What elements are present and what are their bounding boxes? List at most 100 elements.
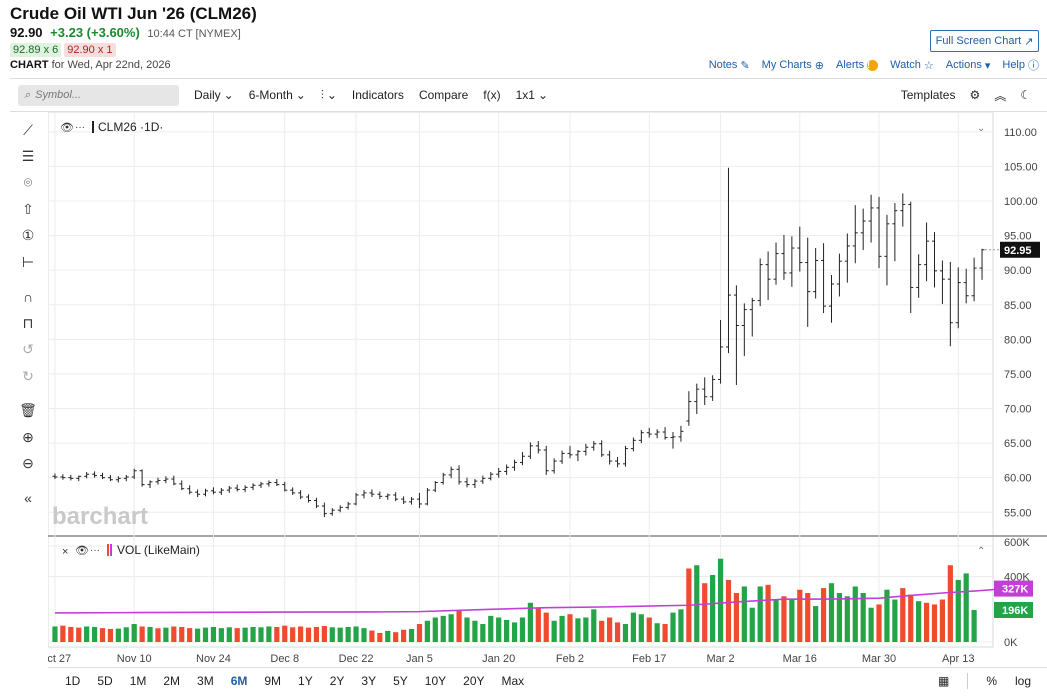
volume-pane-legend: × 👁 ··· VOL (LikeMain) (62, 543, 200, 558)
range-20y[interactable]: 20Y (463, 673, 485, 688)
range-5y[interactable]: 5Y (393, 673, 408, 688)
percent-toggle[interactable]: % (986, 673, 997, 688)
volume-bar (519, 617, 526, 642)
volume-average-badge: 327K (1002, 584, 1028, 596)
price-volume-chart[interactable]: 110.00 105.00 100.00 95.00 90.00 85.00 80.00 75… (39, 111, 1047, 667)
volume-bar (828, 583, 835, 642)
ohlc-bar (718, 319, 724, 384)
volume-bar (916, 601, 922, 642)
compare-button[interactable]: Compare (418, 88, 469, 102)
period-dropdown[interactable]: Daily ⌄ (194, 88, 234, 102)
full-screen-button[interactable]: Full Screen Chart ↗ (930, 30, 1039, 52)
search-icon: ⌕ (24, 88, 31, 101)
collapse-up-icon[interactable]: ︽ (994, 88, 1007, 103)
range-2y[interactable]: 2Y (329, 673, 345, 688)
lock-icon[interactable]: ⊓ (22, 314, 34, 331)
range-2m[interactable]: 2M (163, 673, 181, 688)
ohlc-bar (242, 485, 248, 493)
dark-mode-icon[interactable]: ☾ (1020, 88, 1031, 102)
range-1y[interactable]: 1Y (298, 673, 313, 688)
chevron-down-icon: ⌄ (537, 88, 549, 102)
notes-link[interactable]: Notes ✎ (709, 59, 750, 72)
range-3m[interactable]: 3M (197, 673, 214, 688)
time-tick-label: Dec 22 (339, 653, 374, 665)
range-dropdown[interactable]: 6-Month ⌄ (249, 88, 306, 102)
zoom-out-icon[interactable]: ⊖ (22, 454, 34, 471)
range-5d[interactable]: 5D (97, 673, 113, 688)
ohlc-bar (456, 465, 462, 485)
watch-link[interactable]: Watch ☆ (890, 59, 934, 72)
volume-bar (725, 579, 732, 642)
actions-label: Actions (945, 59, 982, 71)
chart-type-dropdown[interactable]: ⫶ ⌄ (321, 88, 337, 103)
volume-tick-label: 0K (1004, 637, 1018, 649)
ohlc-bar (963, 268, 969, 304)
volume-bar (171, 626, 177, 642)
log-toggle[interactable]: log (1014, 673, 1031, 688)
range-1d[interactable]: 1D (65, 673, 81, 688)
volume-bar (535, 607, 541, 642)
alerts-link[interactable]: Alerts! (836, 59, 879, 71)
ohlc-bar (266, 480, 272, 487)
ohlc-bar (947, 261, 953, 347)
price-tick-label: 110.00 (1004, 127, 1037, 139)
ohlc-bar (345, 501, 351, 510)
volume-bar (416, 624, 423, 642)
range-6m[interactable]: 6M (230, 673, 248, 688)
ohlc-bar (868, 194, 874, 243)
magnet-icon[interactable]: ∩ (22, 289, 34, 305)
ohlc-bar (725, 167, 731, 354)
help-label: Help (1002, 59, 1025, 71)
range-10y[interactable]: 10Y (424, 673, 447, 688)
redo-icon[interactable]: ↻ (22, 367, 34, 384)
shape-icon[interactable]: ⌾ (23, 173, 33, 190)
help-link[interactable]: Help ⓘ (1002, 57, 1039, 73)
series-color-swatch (110, 544, 112, 556)
volume-bar (749, 607, 755, 642)
measure-icon[interactable]: ⊢ (21, 253, 35, 270)
layout-dropdown[interactable]: 1x1 ⌄ (516, 88, 548, 102)
templates-button[interactable]: Templates (900, 88, 956, 102)
ohlc-bar (583, 443, 589, 456)
chart-area[interactable]: 110.00 105.00 100.00 95.00 90.00 85.00 80.00 75… (39, 111, 1047, 667)
volume-bar (194, 628, 201, 642)
collapse-icon[interactable]: « (24, 490, 32, 506)
ohlc-bar (361, 490, 367, 499)
calendar-icon[interactable]: ▦ (937, 673, 950, 688)
my-charts-link[interactable]: My Charts ⊕ (762, 59, 824, 72)
actions-menu[interactable]: Actions ▾ (946, 59, 991, 72)
symbol-search-input[interactable]: ⌕ Symbol... (18, 84, 179, 106)
ohlc-bar (599, 440, 605, 457)
time-tick-label: Mar 30 (862, 653, 896, 665)
range-9m[interactable]: 9M (264, 673, 282, 688)
volume-bar (385, 630, 391, 642)
trash-icon[interactable]: 🗑 (19, 401, 37, 418)
zoom-in-icon[interactable]: ⊕ (22, 428, 34, 445)
volume-bar (575, 618, 581, 642)
gear-icon[interactable]: ⚙ (969, 88, 981, 102)
ohlc-bar (670, 432, 676, 449)
volume-bar (868, 607, 874, 642)
ohlc-bar (931, 232, 937, 288)
range-1m[interactable]: 1M (129, 673, 147, 688)
ohlc-bar (337, 505, 343, 513)
info-circle-icon[interactable]: ① (21, 226, 35, 243)
range-3y[interactable]: 3Y (361, 673, 377, 688)
volume-bar (583, 617, 589, 642)
undo-icon[interactable]: ↺ (22, 340, 34, 357)
indicators-button[interactable]: Indicators (351, 88, 404, 102)
top-links: Notes ✎ My Charts ⊕ Alerts! Watch ☆ Actions… (709, 57, 1039, 73)
close-icon: × (62, 546, 68, 558)
line-tool-icon[interactable]: ⟋ (23, 121, 33, 138)
ohlc-bar (876, 196, 882, 269)
arrow-up-icon[interactable]: ⇧ (22, 200, 34, 217)
fibonacci-icon[interactable]: ☰ (21, 147, 35, 164)
ohlc-bar (282, 481, 288, 492)
ohlc-bar (900, 193, 906, 227)
eye-icon: 👁 (60, 121, 74, 134)
ohlc-bar (971, 257, 977, 302)
volume-bar (377, 633, 383, 642)
function-button[interactable]: f(x) (483, 88, 501, 102)
ohlc-bar (773, 242, 779, 285)
range-max[interactable]: Max (501, 673, 525, 688)
